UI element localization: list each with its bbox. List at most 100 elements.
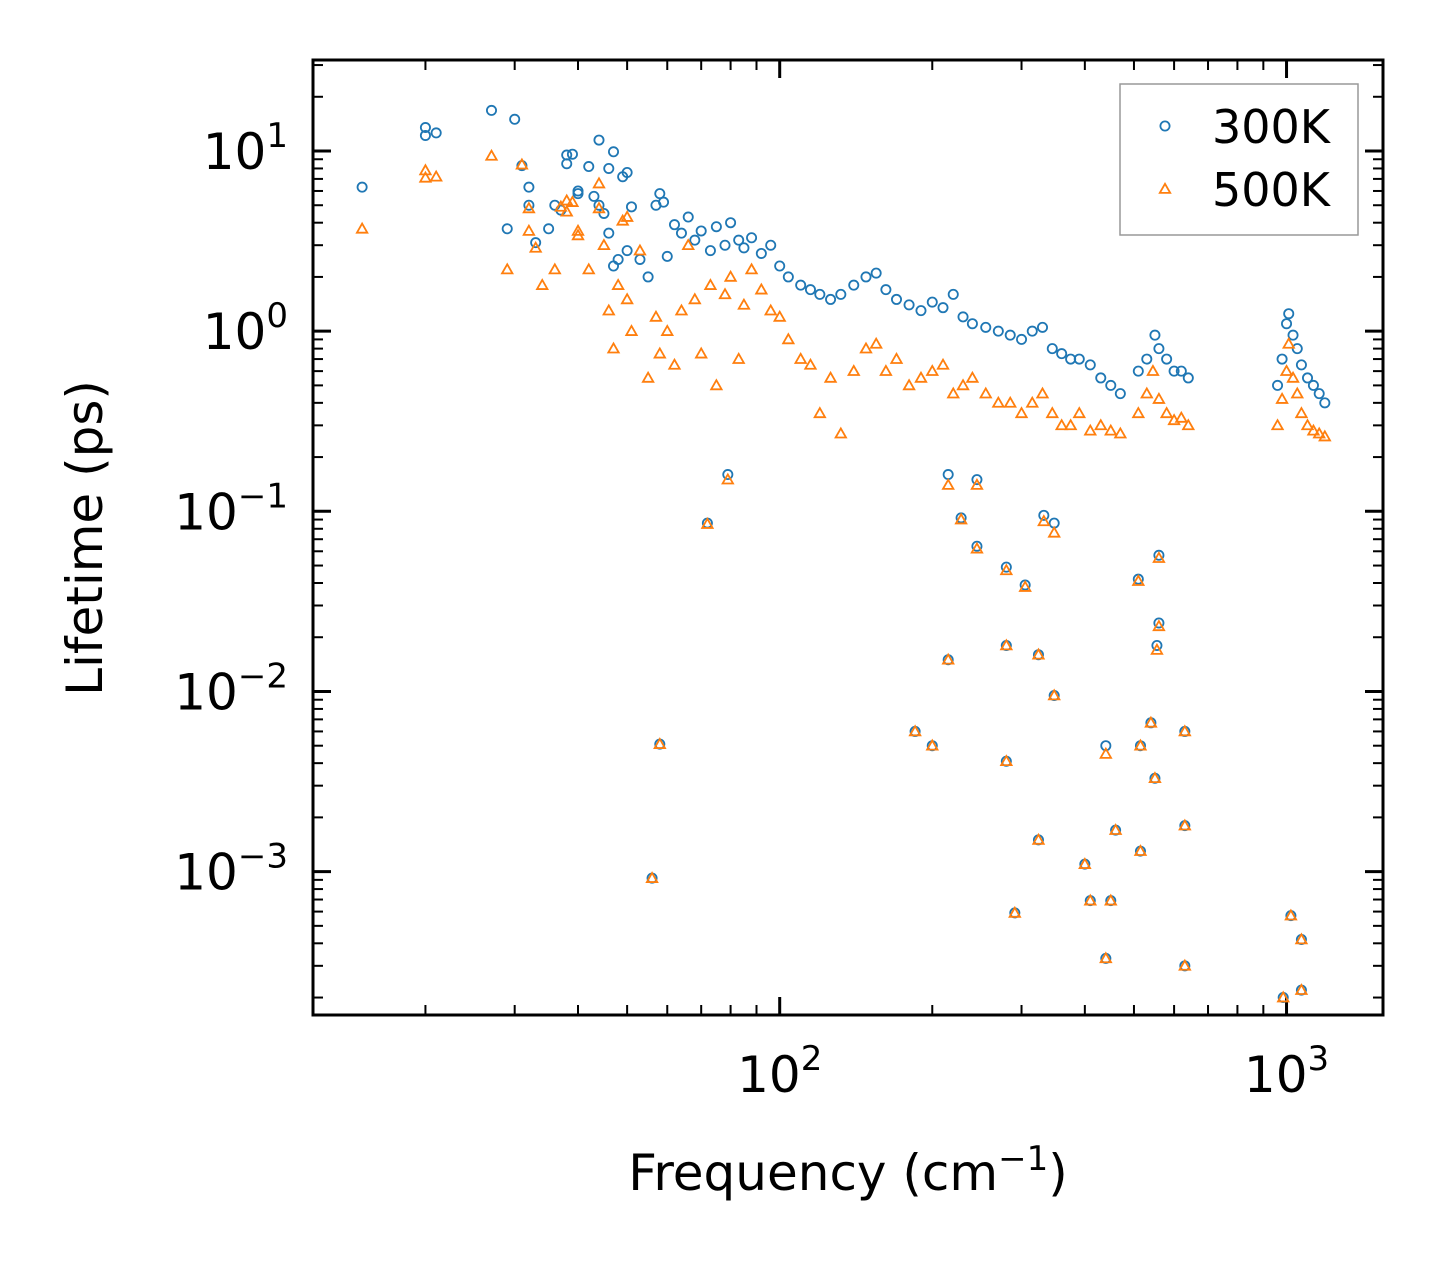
data-point — [1016, 333, 1028, 345]
data-point — [522, 223, 536, 236]
data-point — [1153, 549, 1165, 561]
legend-label: 500K — [1212, 163, 1332, 217]
data-point — [1108, 823, 1123, 835]
data-point — [725, 217, 737, 229]
data-point — [710, 221, 722, 233]
data-point — [1031, 647, 1046, 660]
data-point — [772, 309, 787, 322]
data-point — [1046, 343, 1058, 355]
data-point — [946, 386, 961, 399]
data-point — [1152, 551, 1166, 563]
data-point — [1152, 392, 1166, 404]
data-point — [1072, 406, 1087, 419]
data-point — [966, 318, 978, 330]
data-point — [1073, 353, 1085, 365]
data-point — [937, 302, 949, 314]
data-point — [1300, 418, 1315, 431]
data-point — [1132, 365, 1144, 377]
data-point — [1037, 321, 1049, 333]
data-point — [1174, 410, 1189, 423]
data-point — [908, 724, 922, 737]
data-point — [1113, 426, 1128, 439]
y-tick-label: 10−3 — [174, 837, 288, 902]
data-point — [1014, 406, 1029, 419]
data-point — [566, 148, 578, 160]
data-point — [803, 357, 818, 370]
y-tick-label: 101 — [203, 116, 288, 181]
data-point — [992, 325, 1004, 337]
data-point — [620, 210, 634, 222]
data-point — [1056, 348, 1068, 360]
data-point — [484, 148, 499, 161]
data-point — [620, 292, 634, 305]
data-point — [588, 190, 600, 202]
data-point — [925, 738, 940, 751]
data-point — [1152, 619, 1166, 632]
data-point — [608, 146, 620, 158]
tick-labels: 102 103 101 100 10−1 10−2 10−3 — [174, 116, 1329, 1104]
data-point — [1083, 423, 1098, 436]
data-point — [814, 288, 826, 300]
y-tick-label: 10−1 — [174, 476, 288, 541]
data-point — [1181, 418, 1196, 431]
data-point — [980, 321, 992, 333]
data-point — [603, 227, 615, 239]
data-point — [925, 364, 940, 376]
data-point — [755, 247, 767, 259]
data-point — [681, 238, 695, 251]
data-point — [1295, 359, 1307, 371]
data-point — [746, 232, 758, 244]
data-point — [645, 871, 659, 883]
data-point — [835, 288, 847, 300]
data-point — [869, 336, 883, 349]
data-point — [722, 469, 734, 481]
data-point — [535, 278, 549, 290]
data-point — [621, 166, 633, 178]
data-point — [661, 250, 673, 262]
data-point — [1141, 353, 1153, 365]
data-point — [1003, 395, 1017, 408]
data-point — [642, 271, 654, 283]
data-point — [825, 293, 837, 305]
data-point — [355, 221, 369, 234]
data-point — [565, 195, 580, 207]
data-point — [501, 223, 513, 235]
data-point — [606, 341, 621, 354]
data-point — [914, 370, 928, 383]
data-point — [947, 288, 959, 300]
data-point — [1084, 359, 1096, 371]
data-point — [848, 279, 860, 291]
data-point — [572, 188, 584, 200]
data-point — [774, 260, 786, 272]
data-point — [926, 296, 938, 308]
data-point — [612, 253, 624, 265]
data-point — [694, 346, 708, 359]
data-point — [823, 370, 838, 383]
data-point — [733, 234, 745, 246]
data-point — [1318, 429, 1332, 442]
data-point — [970, 541, 984, 554]
data-point — [903, 299, 915, 311]
plot-frame — [311, 58, 1385, 1017]
data-point — [1008, 905, 1022, 918]
data-point — [528, 240, 543, 253]
data-point — [804, 284, 816, 296]
data-point — [703, 278, 718, 290]
data-point — [1312, 426, 1326, 439]
data-point — [723, 269, 738, 282]
data-point — [880, 284, 892, 296]
data-point — [571, 228, 585, 241]
data-point — [915, 305, 927, 317]
legend-box — [1119, 83, 1359, 236]
data-point — [641, 370, 655, 383]
data-point — [668, 219, 680, 231]
data-point — [999, 563, 1014, 576]
data-point — [1037, 514, 1051, 527]
data-point — [1045, 406, 1060, 419]
data-point — [582, 262, 596, 275]
data-point — [999, 754, 1014, 767]
data-point — [1078, 857, 1092, 869]
data-point — [859, 341, 873, 354]
x-tick-label: 102 — [737, 1039, 822, 1104]
data-point — [954, 512, 968, 525]
